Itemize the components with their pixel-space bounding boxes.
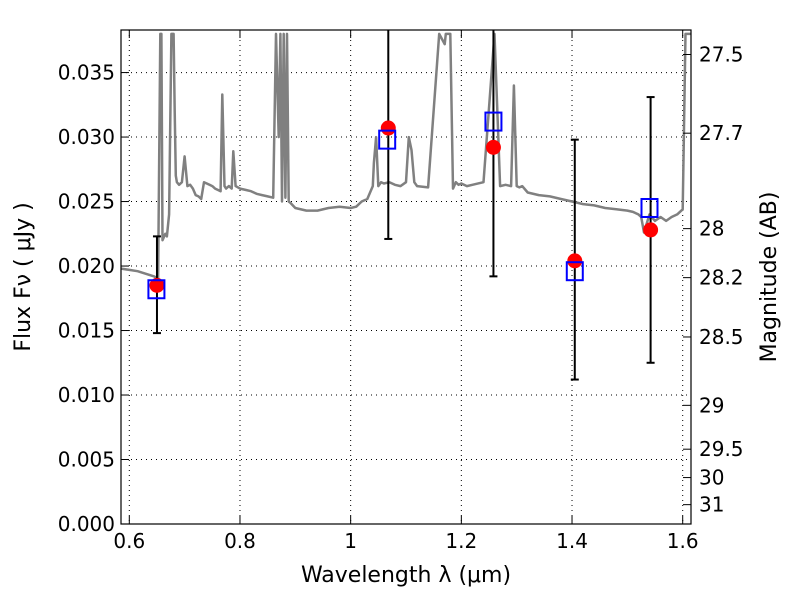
x-tick-label: 1.4 (556, 529, 588, 553)
tick-layer: 0.6 0.8 1 1.2 1.4 1.6 0.000 0.005 0.010 0.015 0.02… (58, 30, 744, 553)
y-axis-label: Flux Fν ( μJy ) (11, 202, 36, 351)
circle-marker (643, 222, 659, 238)
right-tick-label: 31 (699, 493, 724, 517)
y-tick-label: 0.025 (58, 190, 115, 214)
series-layer (121, 32, 691, 281)
y-tick-label: 0.020 (58, 254, 115, 278)
x-tick-label: 1.2 (445, 529, 477, 553)
square-marker (565, 261, 584, 282)
plot-area (121, 32, 691, 281)
square-marker (484, 111, 503, 132)
right-tick-label: 28 (699, 217, 724, 241)
grid-layer (121, 30, 691, 525)
y-tick-label: 0.000 (58, 512, 115, 536)
right-tick-label: 30 (699, 466, 724, 490)
spectrum-line (121, 32, 691, 281)
right-tick-label: 29 (699, 393, 724, 417)
x-tick-label: 0.6 (113, 529, 145, 553)
right-tick-label: 29.5 (699, 437, 744, 461)
x-axis-label: Wavelength λ (μm) (301, 563, 511, 588)
x-tick-label: 1 (344, 529, 357, 553)
x-tick-label: 0.8 (224, 529, 256, 553)
y-tick-label: 0.010 (58, 383, 115, 407)
square-marker (147, 279, 166, 300)
y-tick-label: 0.035 (58, 61, 115, 85)
plot-frame (120, 29, 692, 525)
circle-marker (567, 253, 583, 269)
y-tick-label: 0.030 (58, 125, 115, 149)
marker-layer (147, 30, 659, 381)
right-axis-label: Magnitude (AB) (757, 192, 782, 363)
y-tick-label: 0.005 (58, 448, 115, 472)
square-marker (640, 197, 659, 218)
x-tick-label: 1.6 (667, 529, 699, 553)
right-tick-label: 28.2 (699, 266, 744, 290)
right-tick-label: 28.5 (699, 325, 744, 349)
square-marker (378, 129, 397, 150)
right-tick-label: 27.5 (699, 43, 744, 67)
circle-marker (380, 120, 396, 136)
y-tick-label: 0.015 (58, 319, 115, 343)
circle-marker (485, 139, 501, 155)
right-tick-label: 27.7 (699, 121, 744, 145)
